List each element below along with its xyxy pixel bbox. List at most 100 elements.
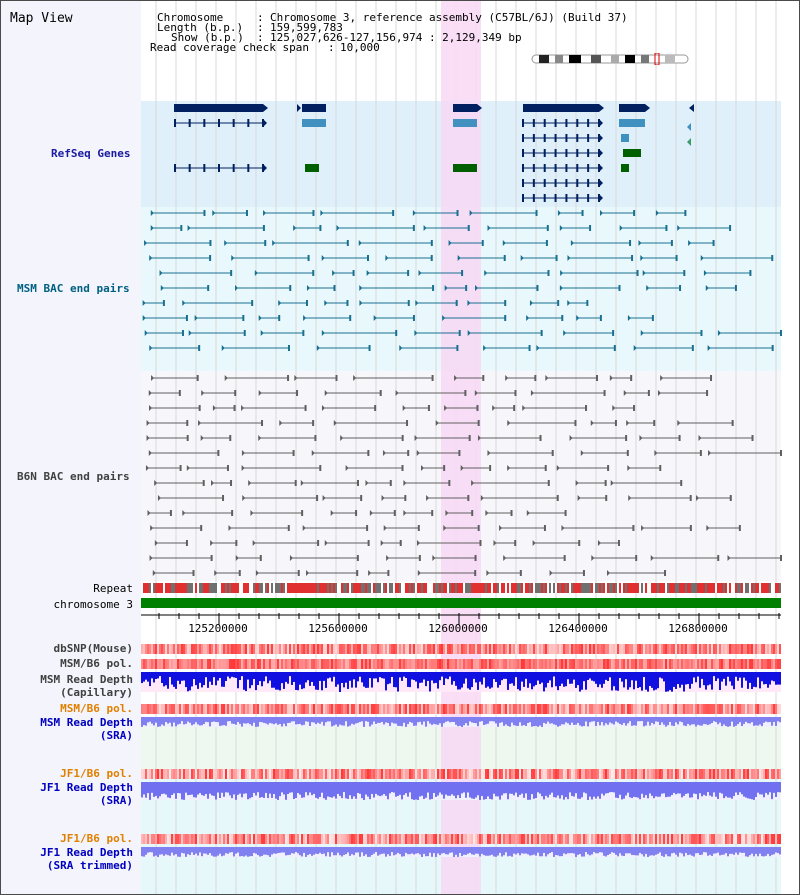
b6n-bac-pair-end [549,570,553,576]
b6n-bac-pair-end [492,405,496,411]
jf1-pol-trim-strip [745,834,747,844]
jf1-depth-trim-bar [433,847,435,854]
msm-depth-sra-bar [269,717,271,723]
msm-depth-cap-bar [725,672,727,686]
jf1-pol-strip [361,769,363,779]
msm-pol-sra-strip [543,704,545,714]
msm-pol-sra-strip [673,704,675,714]
msm-pol-sra-strip [637,704,639,714]
msm-pol-sra-strip [299,704,301,714]
repeat-element [189,583,191,593]
msm-pol-strip [253,659,255,669]
msm-depth-cap-bar [249,672,251,689]
jf1-depth-trim-bar [203,847,205,854]
repeat-element [517,583,519,593]
dbsnp-strip [409,644,411,654]
msm-pol-sra-strip [281,704,283,714]
jf1-depth-bar [585,782,587,794]
msm-bac-pair-end [688,240,692,246]
msm-depth-cap-bar [553,672,555,677]
jf1-depth-trim-bar [499,847,501,853]
jf1-pol-trim-strip [561,834,563,844]
dbsnp-strip [515,644,517,654]
msm-bac-pair-end [780,330,782,336]
msm-pol-strip [427,659,429,669]
msm-pol-sra-strip [227,704,229,714]
dbsnp-strip [289,644,291,654]
msm-pol-strip [401,659,403,669]
msm-pol-strip [283,659,285,669]
repeat-element [143,583,145,593]
msm-pol-strip [489,659,491,669]
b6n-bac-pair-end [192,570,195,576]
jf1-depth-bar [763,782,765,798]
repeat-element [585,583,587,593]
dbsnp-strip [405,644,407,654]
dbsnp-strip [773,644,775,654]
jf1-depth-trim-bar [701,847,703,855]
dbsnp-strip [241,644,243,654]
msm-pol-sra-strip [395,704,397,714]
msm-depth-sra-bar [189,717,191,723]
msm-bac-pair-end [618,285,621,291]
repeat-element [319,583,321,593]
msm-depth-sra-bar [417,717,419,723]
jf1-pol-trim-strip [327,834,329,844]
jf1-pol-strip [683,769,685,779]
jf1-depth-trim-bar [269,847,271,857]
repeat-element [261,583,263,593]
repeat-element [459,583,461,593]
jf1-pol-strip [247,769,249,779]
msm-depth-sra-bar [273,717,275,725]
msm-depth-sra-bar [537,717,539,727]
msm-depth-cap-bar [243,672,245,690]
jf1-depth-bar [311,782,313,796]
chromosome-ideogram[interactable] [529,53,689,65]
highlight-region[interactable] [441,1,481,894]
msm-depth-sra-bar [539,717,541,726]
jf1-pol-trim-strip [443,834,445,844]
jf1-depth-trim-bar [149,847,151,853]
dbsnp-strip [701,644,703,654]
jf1-pol-strip [303,769,305,779]
dbsnp-strip [225,644,227,654]
msm-pol-sra-strip [501,704,503,714]
jf1-pol-strip [431,769,433,779]
msm-pol-strip [175,659,177,669]
msm-bac-pair-end [599,315,602,321]
repeat-element [605,583,607,593]
jf1-depth-bar [367,782,369,797]
jf1-depth-trim-bar [195,847,197,854]
dbsnp-strip [723,644,725,654]
jf1-depth-bar [685,782,687,794]
jf1-pol-trim-strip [269,834,271,844]
msm-depth-sra-bar [491,717,493,722]
repeat-element [491,583,493,593]
msm-pol-sra-strip [309,704,311,714]
jf1-depth-bar [701,782,703,797]
jf1-depth-bar [707,782,709,793]
msm-pol-sra-strip [243,704,245,714]
b6n-bac-pair-end [556,465,560,471]
msm-pol-sra-strip [779,704,781,714]
dbsnp-strip [473,644,475,654]
jf1-pol-strip [723,769,725,779]
jf1-pol-trim-strip [739,834,741,844]
msm-depth-cap-bar [433,672,435,684]
msm-depth-cap-bar [467,672,469,689]
msm-depth-cap-bar [335,672,337,687]
dbsnp-strip [199,644,201,654]
msm-pol-sra-strip [691,704,693,714]
msm-depth-cap-bar [603,672,605,684]
msm-pol-strip [771,659,773,669]
dbsnp-strip [499,644,501,654]
msm-pol-sra-strip [365,704,367,714]
jf1-pol-strip [677,769,679,779]
msm-depth-sra-bar [773,717,775,723]
gene-block [453,164,477,172]
msm-depth-sra-bar [243,717,245,724]
msm-pol-strip [351,659,353,669]
jf1-depth-trim-bar [671,847,673,854]
repeat-element [753,583,755,593]
